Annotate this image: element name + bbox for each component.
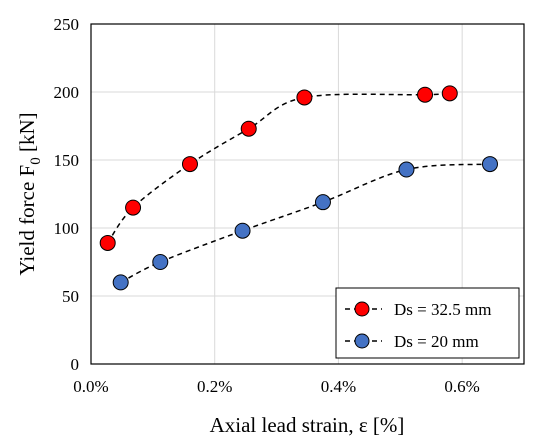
x-tick-label: 0.2% (197, 377, 232, 396)
y-axis-title: Yield force F0 [kN] (15, 112, 44, 275)
series-2-point (314, 194, 331, 211)
series-1-point (441, 85, 458, 102)
y-tick-label: 100 (54, 219, 80, 238)
series-2-point (398, 161, 415, 178)
plot-frame (90, 23, 525, 365)
series-1-point (240, 120, 257, 137)
series-2-line (120, 163, 491, 284)
series-1-point (417, 86, 434, 103)
y-tick-label: 200 (54, 83, 80, 102)
y-tick-label: 150 (54, 151, 80, 170)
series-2-point (112, 274, 129, 291)
x-tick-label: 0.4% (321, 377, 356, 396)
series-2-point (481, 156, 498, 173)
y-tick-label: 0 (71, 355, 80, 374)
series-2-point (152, 254, 169, 270)
x-tick-label: 0.0% (73, 377, 108, 396)
y-axis-title-main: Yield force F (15, 165, 39, 276)
series-1-line (107, 92, 450, 244)
series-1-point (296, 89, 313, 106)
legend-marker-series-2 (354, 333, 370, 349)
y-axis-title-unit: [kN] (15, 112, 39, 157)
tick-labels: 0 50 100 150 200 250 0.0% 0.2% 0.4% 0.6% (54, 15, 480, 396)
y-tick-label: 250 (54, 15, 80, 34)
x-axis-title: Axial lead strain, ε [%] (210, 413, 405, 437)
series-2-point (234, 222, 251, 239)
x-tick-label: 0.6% (444, 377, 479, 396)
series-layer (99, 85, 498, 291)
legend-label-series-1: Ds = 32.5 mm (394, 300, 491, 319)
legend: Ds = 32.5 mm Ds = 20 mm (335, 287, 520, 359)
legend-marker-series-1 (354, 301, 370, 317)
series-1-point (125, 199, 142, 216)
legend-label-series-2: Ds = 20 mm (394, 332, 479, 351)
y-tick-label: 50 (62, 287, 79, 306)
y-axis-title-subscript: 0 (28, 157, 44, 165)
series-1-point (181, 156, 198, 173)
series-1-point (99, 234, 116, 251)
